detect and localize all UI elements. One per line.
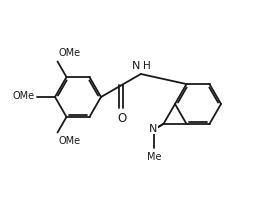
Text: Me: Me [147, 152, 162, 162]
Text: N: N [131, 61, 140, 71]
Text: OMe: OMe [13, 91, 35, 101]
Text: N: N [149, 124, 158, 134]
Text: OMe: OMe [58, 48, 81, 58]
Text: H: H [143, 61, 151, 71]
Text: OMe: OMe [58, 135, 81, 145]
Text: O: O [117, 113, 127, 125]
